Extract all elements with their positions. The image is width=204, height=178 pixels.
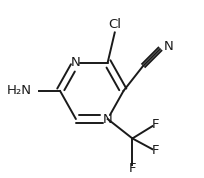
Text: N: N bbox=[164, 40, 174, 53]
Text: F: F bbox=[129, 162, 136, 175]
Text: N: N bbox=[103, 112, 113, 125]
Text: H₂N: H₂N bbox=[7, 84, 32, 97]
Text: N: N bbox=[71, 56, 81, 69]
Text: Cl: Cl bbox=[108, 18, 121, 31]
Text: F: F bbox=[152, 118, 159, 131]
Text: F: F bbox=[152, 144, 159, 157]
